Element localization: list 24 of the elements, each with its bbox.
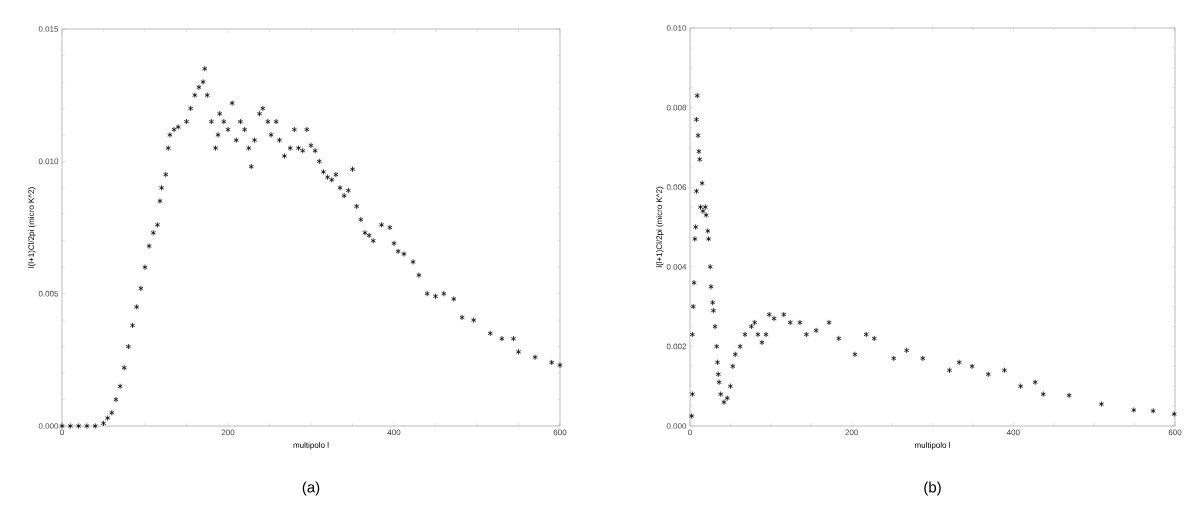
y-tick-label: 0.010 bbox=[38, 158, 59, 165]
y-tick-label: 0.002 bbox=[666, 343, 687, 350]
y-tick-label: 0.010 bbox=[666, 25, 687, 31]
y-axis-title: l(l+1)Cl/2pi (micro K^2) bbox=[656, 186, 664, 268]
x-axis-title: multipolo l bbox=[293, 442, 329, 450]
y-tick-label: 0.006 bbox=[666, 184, 687, 191]
y-tick-label: 0.008 bbox=[666, 104, 687, 111]
text: (a) bbox=[302, 481, 320, 496]
x-tick-label: 200 bbox=[221, 429, 235, 436]
text: (b) bbox=[924, 481, 941, 496]
y-tick-label: 0.000 bbox=[38, 423, 59, 429]
x-axis-title: multipolo l bbox=[915, 442, 950, 450]
y-tick-label: 0.004 bbox=[666, 263, 687, 270]
y-axis-title: l(l+1)Cl/2pi (micro K^2) bbox=[28, 187, 36, 268]
y-tick-label: 0.005 bbox=[38, 290, 59, 297]
x-tick-label: 200 bbox=[845, 429, 859, 436]
x-tick-label: 400 bbox=[387, 429, 401, 436]
y-tick-label: 0.000 bbox=[666, 423, 687, 429]
x-tick-label: 400 bbox=[1006, 429, 1020, 436]
x-tick-label: 600 bbox=[553, 429, 567, 436]
x-tick-label: 0 bbox=[688, 429, 692, 436]
y-tick-label: 0.015 bbox=[38, 26, 59, 32]
x-tick-label: 0 bbox=[60, 429, 64, 436]
x-tick-label: 600 bbox=[1168, 429, 1182, 436]
